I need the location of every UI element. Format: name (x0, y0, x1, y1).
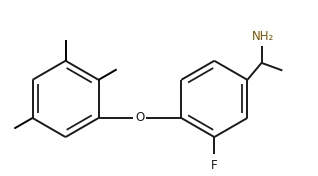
Text: O: O (135, 111, 145, 124)
Text: F: F (211, 159, 218, 172)
Text: NH₂: NH₂ (252, 30, 275, 43)
